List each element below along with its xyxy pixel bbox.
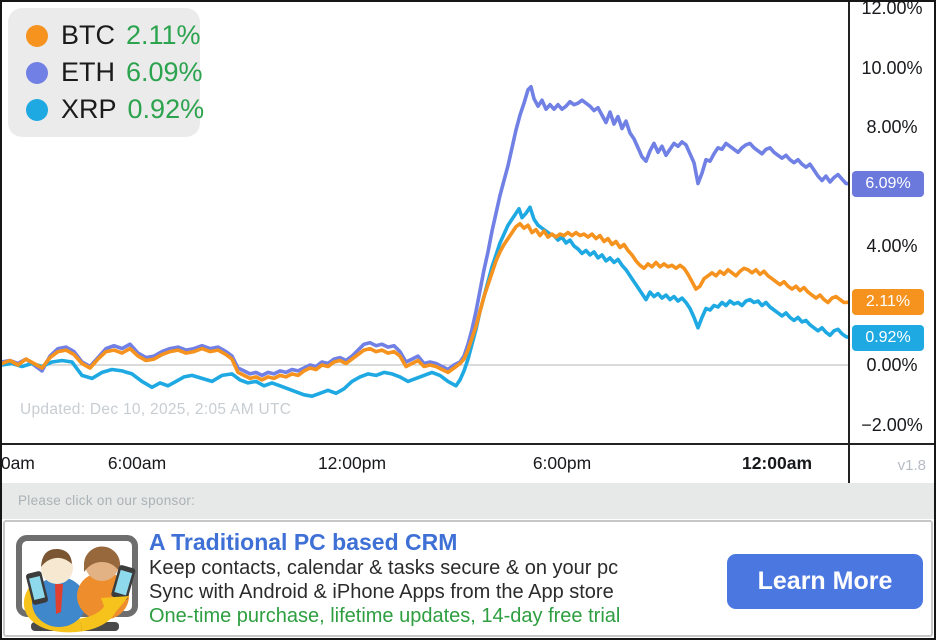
price-badge-eth: 6.09% <box>852 170 924 197</box>
x-axis-label: 12:00pm <box>317 453 387 473</box>
y-axis-label: 8.00% <box>866 117 918 137</box>
xrp-dot-icon <box>26 98 48 121</box>
sponsor-ad-banner[interactable]: A Traditional PC based CRM Keep contacts… <box>3 520 933 637</box>
legend-symbol: XRP <box>61 94 117 124</box>
y-axis-label: −2.00% <box>861 414 923 435</box>
legend-item-xrp: XRP 0.92% <box>26 91 204 128</box>
legend-change: 6.09% <box>126 57 203 87</box>
x-axis-label: 30am <box>2 453 35 473</box>
x-axis-label: 6:00pm <box>532 453 592 473</box>
price-badge-btc: 2.11% <box>852 289 924 316</box>
x-axis-band: 30am 6:00am 12:00pm 6:00pm 12:00am <box>2 445 848 483</box>
btc-dot-icon <box>26 24 48 47</box>
ad-title[interactable]: A Traditional PC based CRM <box>149 529 458 555</box>
y-axis-line <box>848 2 850 483</box>
crm-ad-illustration <box>16 535 138 633</box>
legend: BTC 2.11% ETH 6.09% XRP 0.92% <box>8 8 204 137</box>
version-label: v1.8 <box>897 457 926 474</box>
updated-timestamp: Updated: Dec 10, 2025, 2:05 AM UTC <box>20 401 292 418</box>
x-axis-line <box>2 443 934 445</box>
y-axis-label: 12.00% <box>861 2 923 18</box>
ad-offer-line: One-time purchase, lifetime updates, 14-… <box>149 605 621 627</box>
y-axis-gutter: 12.00% 10.00% 8.00% 4.00% 0.00% −2.00% 6.09% 2.… <box>850 2 934 483</box>
price-chart[interactable] <box>2 2 850 445</box>
y-axis-label: 0.00% <box>866 355 918 375</box>
sponsor-strip-text: Please click on our sponsor: <box>18 493 196 508</box>
ad-description-line1: Keep contacts, calendar & tasks secure &… <box>149 557 619 579</box>
legend-change: 0.92% <box>127 94 205 124</box>
ad-text-block: A Traditional PC based CRM Keep contacts… <box>149 529 620 628</box>
price-badge-xrp: 0.92% <box>852 324 924 351</box>
learn-more-button[interactable]: Learn More <box>727 554 923 609</box>
x-axis-label: 12:00am <box>741 453 813 473</box>
y-axis-label: 10.00% <box>861 57 923 78</box>
y-axis-label: 4.00% <box>866 236 918 256</box>
x-axis-label: 6:00am <box>107 453 167 473</box>
legend-symbol: ETH <box>61 57 115 87</box>
legend-symbol: BTC <box>61 20 115 50</box>
price-chart-section: 12.00% 10.00% 8.00% 4.00% 0.00% −2.00% 6.09% 2.… <box>2 2 934 483</box>
legend-change: 2.11% <box>126 20 201 50</box>
legend-item-btc: BTC 2.11% <box>26 17 201 54</box>
eth-dot-icon <box>26 61 48 84</box>
ad-description-line2: Sync with Android & iPhone Apps from the… <box>149 581 614 603</box>
sponsor-strip: Please click on our sponsor: <box>2 483 934 519</box>
legend-item-eth: ETH 6.09% <box>26 54 203 91</box>
